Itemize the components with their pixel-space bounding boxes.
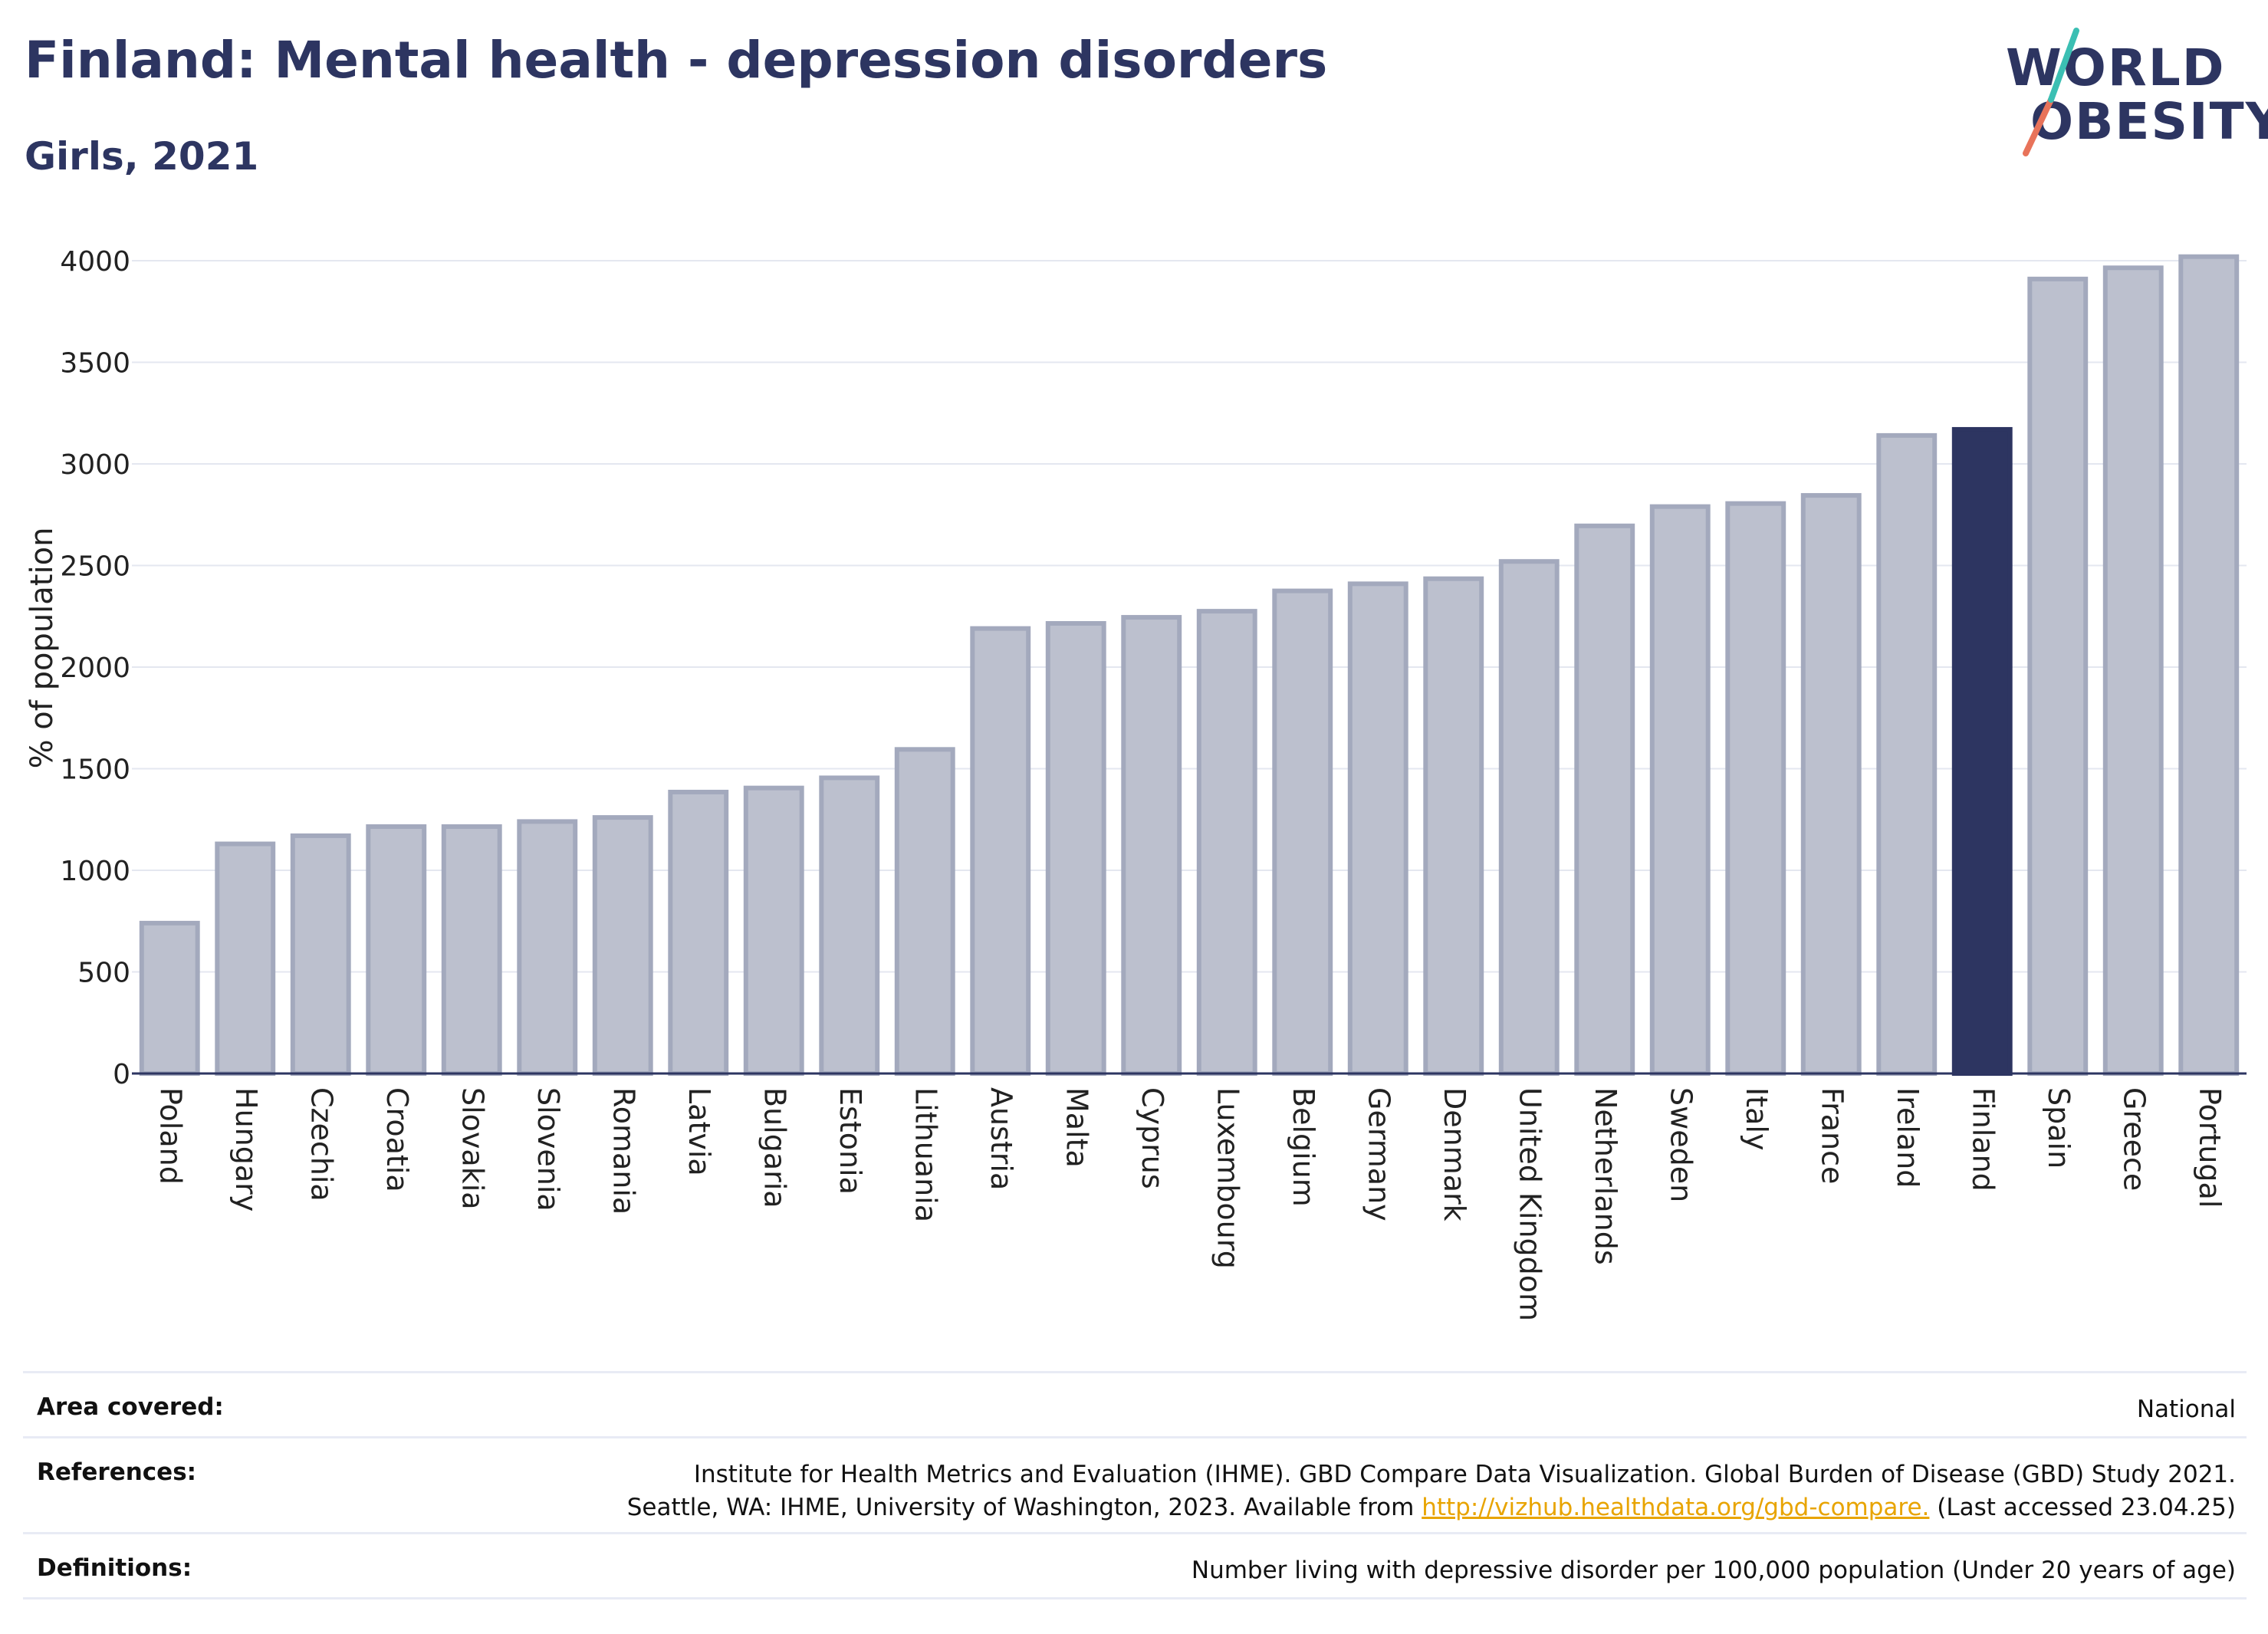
- x-tick-label: Portugal: [2193, 1087, 2227, 1208]
- x-tick-label: Italy: [1740, 1087, 1773, 1150]
- x-tick-label: Czechia: [304, 1087, 338, 1202]
- bar-belgium[interactable]: [1272, 588, 1333, 1076]
- y-tick-label: 2500: [60, 551, 130, 583]
- chart-title: Finland: Mental health - depression diso…: [25, 31, 1328, 90]
- x-axis-labels: Poland Hungary Czechia Croatia Slovakia Slove…: [153, 1087, 2227, 1321]
- x-tick-label: Belgium: [1287, 1087, 1320, 1207]
- definitions-value: Number living with depressive disorder p…: [1191, 1557, 2236, 1584]
- world-obesity-logo: WORLD OBESITY: [1994, 23, 2268, 161]
- area-value: National: [2136, 1396, 2236, 1423]
- references-link[interactable]: http://vizhub.healthdata.org/gbd-compare…: [1422, 1494, 1930, 1521]
- x-tick-label: Germany: [1362, 1087, 1395, 1221]
- bar-austria[interactable]: [970, 626, 1031, 1076]
- bars: [139, 254, 2240, 1077]
- y-tick-label: 3000: [60, 449, 130, 481]
- logo-word-world: WORLD: [2006, 38, 2226, 97]
- bar-poland[interactable]: [139, 920, 200, 1077]
- bar-italy[interactable]: [1725, 501, 1786, 1076]
- footer-row-area: Area covered: National: [23, 1371, 2247, 1436]
- y-tick-label: 1500: [60, 755, 130, 786]
- x-tick-label: Slovakia: [455, 1087, 489, 1210]
- x-tick-label: Sweden: [1664, 1087, 1698, 1202]
- x-tick-label: France: [1815, 1087, 1849, 1184]
- x-tick-label: Poland: [153, 1087, 187, 1185]
- bar-hungary[interactable]: [215, 841, 276, 1077]
- bar-portugal[interactable]: [2178, 254, 2240, 1077]
- x-tick-label: Malta: [1060, 1087, 1093, 1168]
- bar-sweden[interactable]: [1649, 504, 1711, 1076]
- chart-subtitle: Girls, 2021: [25, 134, 259, 179]
- y-tick-label: 0: [113, 1059, 130, 1090]
- bar-luxembourg[interactable]: [1196, 609, 1257, 1076]
- y-tick-label: 500: [77, 958, 130, 989]
- y-tick-label: 4000: [60, 246, 130, 278]
- y-axis-label: % of population: [25, 528, 60, 769]
- x-tick-label: Bulgaria: [758, 1087, 791, 1208]
- x-tick-label: Greece: [2117, 1087, 2151, 1191]
- bar-estonia[interactable]: [819, 775, 880, 1076]
- y-tick-label: 1000: [60, 856, 130, 887]
- logo-slash-icon: [2023, 28, 2079, 156]
- definitions-label: Definitions:: [37, 1554, 192, 1582]
- bar-lithuania[interactable]: [894, 747, 955, 1076]
- x-tick-label: Austria: [984, 1087, 1018, 1190]
- x-tick-label: Estonia: [833, 1087, 867, 1195]
- bar-spain[interactable]: [2027, 276, 2089, 1077]
- bar-croatia[interactable]: [366, 824, 427, 1077]
- x-tick-label: Cyprus: [1136, 1087, 1169, 1189]
- y-axis-ticks: 0 500 1000 1500 2000 2500 3000 3500 4000: [60, 246, 130, 1090]
- references-value: Institute for Health Metrics and Evaluat…: [627, 1458, 2236, 1524]
- bar-malta[interactable]: [1045, 621, 1106, 1076]
- area-label: Area covered:: [37, 1393, 224, 1421]
- bar-united-kingdom[interactable]: [1498, 559, 1560, 1076]
- bar-slovenia[interactable]: [517, 819, 578, 1077]
- bar-greece[interactable]: [2102, 265, 2164, 1076]
- bar-netherlands[interactable]: [1574, 523, 1635, 1076]
- x-tick-label: Croatia: [380, 1087, 414, 1192]
- references-line2-pre: Seattle, WA: IHME, University of Washing…: [626, 1494, 1422, 1521]
- bar-denmark[interactable]: [1423, 576, 1484, 1076]
- x-tick-label: Finland: [1966, 1087, 2000, 1192]
- x-tick-label: Spain: [2042, 1087, 2076, 1169]
- footer-row-references: References: Institute for Health Metrics…: [23, 1436, 2247, 1532]
- x-tick-label: Lithuania: [909, 1087, 942, 1222]
- bar-france[interactable]: [1800, 493, 1862, 1076]
- y-tick-label: 2000: [60, 653, 130, 684]
- footer-row-definitions: Definitions: Number living with depressi…: [23, 1532, 2247, 1599]
- x-tick-label: Netherlands: [1589, 1087, 1622, 1265]
- x-tick-label: Ireland: [1891, 1087, 1925, 1188]
- x-tick-label: Slovenia: [531, 1087, 565, 1212]
- references-label: References:: [37, 1458, 197, 1486]
- references-line1: Institute for Health Metrics and Evaluat…: [693, 1461, 2236, 1488]
- bar-cyprus[interactable]: [1121, 615, 1182, 1076]
- logo-word-obesity: OBESITY: [2030, 92, 2268, 151]
- bar-latvia[interactable]: [668, 789, 729, 1076]
- bar-slovakia[interactable]: [441, 824, 502, 1077]
- bar-bulgaria[interactable]: [743, 785, 804, 1077]
- x-tick-label: Luxembourg: [1211, 1087, 1244, 1269]
- x-tick-label: Denmark: [1438, 1087, 1471, 1221]
- x-tick-label: United Kingdom: [1513, 1087, 1547, 1321]
- bar-finland[interactable]: [1951, 426, 2013, 1076]
- bar-ireland[interactable]: [1876, 432, 1938, 1076]
- x-tick-label: Hungary: [229, 1087, 263, 1212]
- x-tick-label: Romania: [606, 1087, 640, 1215]
- bar-romania[interactable]: [592, 815, 653, 1076]
- bar-germany[interactable]: [1347, 581, 1408, 1076]
- y-tick-label: 3500: [60, 348, 130, 380]
- bar-chart: 0 500 1000 1500 2000 2500 3000 3500 4000 Poland H…: [25, 246, 2247, 1321]
- bar-czechia[interactable]: [290, 833, 351, 1076]
- x-tick-label: Latvia: [682, 1087, 716, 1176]
- references-line2-post: (Last accessed 23.04.25): [1929, 1494, 2236, 1521]
- footer-table: Area covered: National References: Insti…: [23, 1371, 2247, 1599]
